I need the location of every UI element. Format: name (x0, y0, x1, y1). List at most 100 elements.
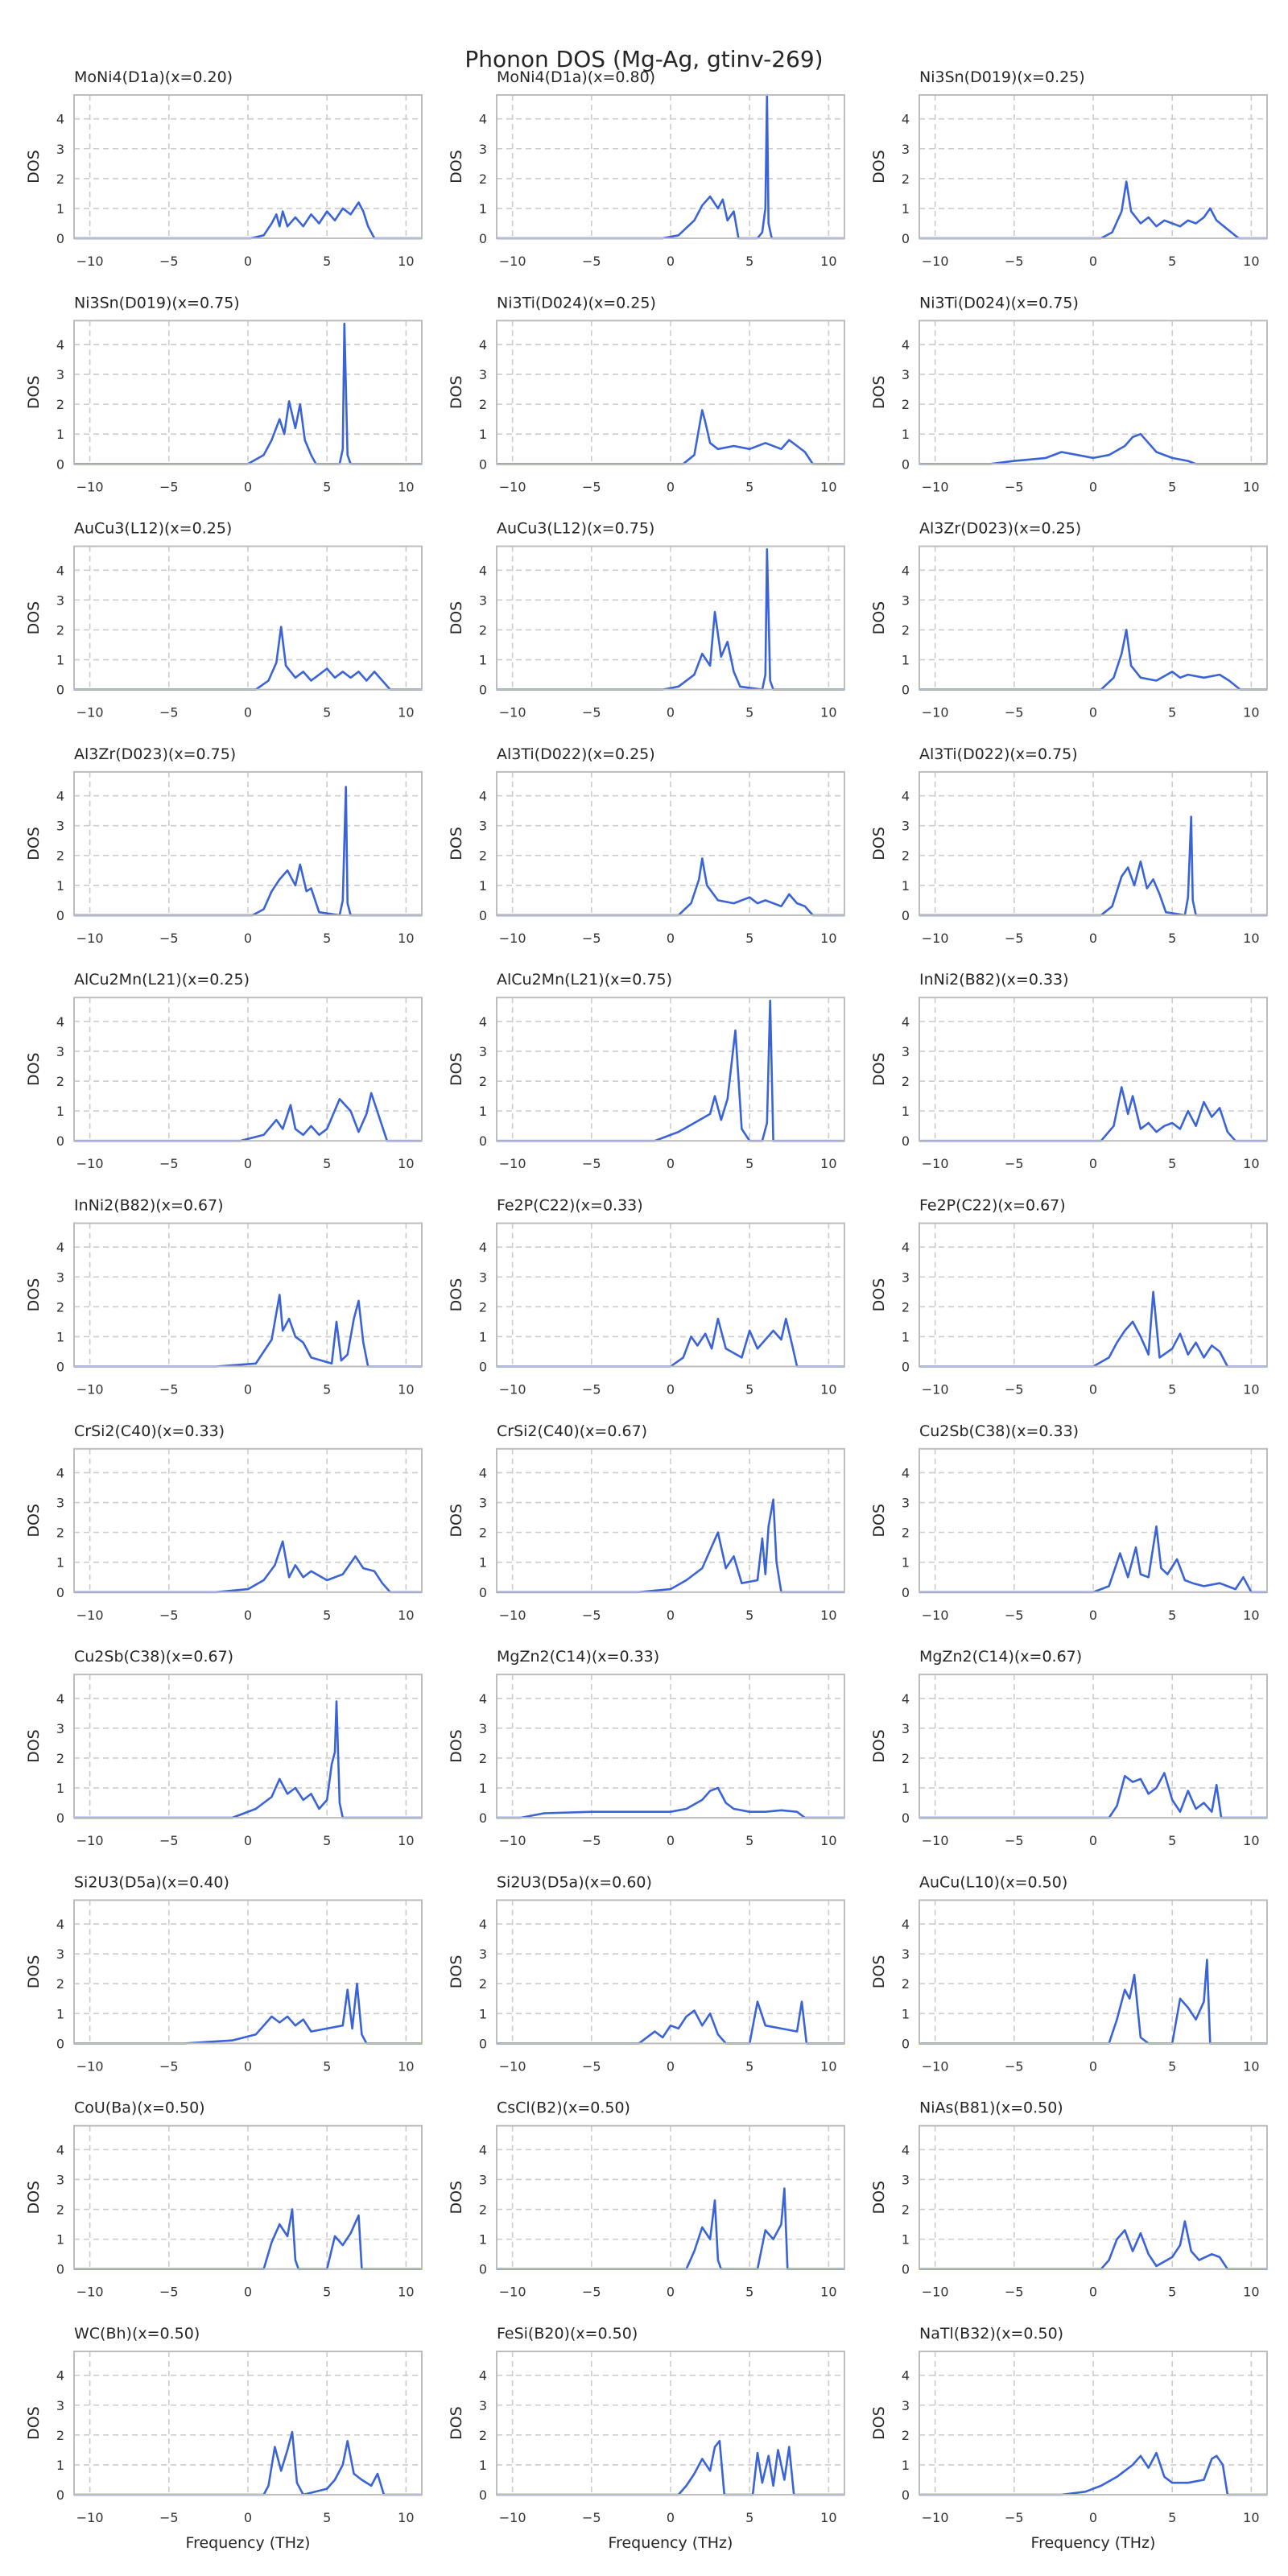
axes-frame (73, 94, 423, 239)
x-tick-label: −10 (499, 1833, 526, 1848)
subplot-title: AlCu2Mn(L21)(x=0.25) (74, 971, 250, 989)
y-tick-label: 1 (56, 427, 64, 442)
subplot-title: Al3Ti(D022)(x=0.25) (497, 745, 655, 763)
x-tick-label: 10 (398, 1833, 414, 1848)
y-tick-label: 0 (902, 1810, 910, 1826)
subplot: −10 −5 0 5 10 0 1 2 3 4 DOS AlCu2Mn(L21)(x=0.25) (25, 971, 423, 1171)
x-tick-label: 0 (244, 1382, 252, 1397)
dos-line (497, 1317, 844, 1368)
y-tick-label: 0 (479, 908, 487, 923)
y-tick-label: 4 (56, 1691, 64, 1707)
x-tick-label: 5 (323, 479, 331, 494)
dos-line (497, 1786, 844, 1819)
y-axis-label: DOS (448, 601, 465, 635)
y-tick-label: 3 (479, 2398, 487, 2413)
x-tick-label: 5 (745, 1156, 753, 1171)
x-tick-label: 5 (1168, 1382, 1176, 1397)
y-tick-label: 2 (56, 622, 64, 638)
y-tick-label: 0 (56, 2262, 64, 2277)
x-tick-label: 10 (820, 931, 836, 946)
subplot: −10 −5 0 5 10 0 1 2 3 4 DOS Ni3Ti(D024)(x=0.25) (448, 294, 845, 494)
y-tick-label: 3 (902, 1946, 910, 1962)
subplot-title: AuCu(L10)(x=0.50) (919, 1873, 1067, 1891)
dos-line (497, 857, 844, 917)
x-tick-label: 10 (398, 705, 414, 720)
y-axis-label: DOS (25, 1052, 43, 1086)
x-tick-label: −5 (1005, 1156, 1024, 1171)
axes-frame (919, 770, 1268, 916)
x-tick-label: 5 (1168, 2285, 1176, 2300)
y-tick-label: 1 (56, 878, 64, 894)
subplot: −10 −5 0 5 10 0 1 2 3 4 DOS Al3Ti(D022)(x=0.25) (448, 745, 845, 946)
x-tick-label: −10 (76, 2058, 104, 2074)
axes-frame (73, 770, 423, 916)
x-tick-label: 5 (323, 705, 331, 720)
x-tick-label: −5 (582, 2510, 601, 2525)
x-tick-label: 0 (667, 931, 675, 946)
x-tick-label: −5 (1005, 479, 1024, 494)
axes-frame (73, 1674, 423, 1819)
y-tick-label: 4 (56, 1465, 64, 1480)
y-tick-label: 4 (479, 337, 487, 353)
y-tick-label: 4 (479, 112, 487, 127)
y-axis-label: DOS (870, 1052, 888, 1086)
y-tick-label: 1 (479, 878, 487, 894)
y-axis-label: DOS (25, 1278, 43, 1312)
y-tick-label: 4 (56, 2368, 64, 2384)
x-tick-label: −5 (1005, 254, 1024, 269)
y-tick-label: 0 (902, 2262, 910, 2277)
y-tick-label: 2 (479, 1525, 487, 1541)
x-tick-label: 10 (820, 1833, 836, 1848)
y-tick-label: 0 (902, 1360, 910, 1375)
x-tick-label: 10 (1243, 2285, 1259, 2300)
y-tick-label: 1 (902, 1781, 910, 1796)
x-tick-label: 10 (398, 479, 414, 494)
y-tick-label: 4 (479, 2142, 487, 2157)
x-tick-label: 10 (398, 2058, 414, 2074)
y-tick-label: 3 (479, 367, 487, 382)
axes-frame (919, 1899, 1268, 2045)
x-tick-label: 0 (1089, 1156, 1097, 1171)
x-tick-label: −10 (76, 254, 104, 269)
x-tick-label: 10 (820, 479, 836, 494)
subplot: −10 −5 0 5 10 0 1 2 3 4 DOS MgZn2(C14)(x=0.33) (448, 1648, 845, 1848)
y-tick-label: 3 (56, 1269, 64, 1285)
x-tick-label: −5 (159, 2285, 179, 2300)
axes-frame (919, 545, 1268, 691)
dos-line (74, 1700, 422, 1819)
x-tick-label: 0 (1089, 2510, 1097, 2525)
subplot-title: FeSi(B20)(x=0.50) (497, 2325, 638, 2343)
y-tick-label: 1 (56, 2232, 64, 2248)
axes-frame (73, 2124, 423, 2270)
x-tick-label: −5 (159, 254, 179, 269)
subplot-title: AlCu2Mn(L21)(x=0.75) (497, 971, 672, 989)
x-tick-label: 5 (745, 1833, 753, 1848)
x-tick-label: 0 (667, 479, 675, 494)
x-tick-label: −10 (499, 2285, 526, 2300)
x-tick-label: −10 (922, 2058, 949, 2074)
subplot-title: MoNi4(D1a)(x=0.20) (74, 68, 233, 86)
x-tick-label: 0 (244, 1833, 252, 1848)
y-tick-label: 0 (56, 2036, 64, 2051)
y-tick-label: 4 (56, 2142, 64, 2157)
x-tick-label: 10 (398, 2285, 414, 2300)
y-tick-label: 3 (479, 592, 487, 608)
y-axis-label: DOS (448, 827, 465, 861)
subplot: −10 −5 0 5 10 0 1 2 3 4 DOS MoNi4(D1a)(x=0.80) (448, 68, 845, 269)
x-tick-label: −5 (582, 479, 601, 494)
y-tick-label: 4 (479, 1240, 487, 1255)
subplot: −10 −5 0 5 10 0 1 2 3 4 DOS Fe2P(C22)(x=0.33) (448, 1197, 845, 1397)
y-tick-label: 3 (902, 142, 910, 157)
dos-line (919, 1772, 1267, 1819)
x-tick-label: 0 (1089, 479, 1097, 494)
x-tick-label: 5 (1168, 705, 1176, 720)
x-tick-label: 10 (1243, 705, 1259, 720)
x-tick-label: −5 (1005, 1608, 1024, 1623)
x-tick-label: −5 (582, 2058, 601, 2074)
x-tick-label: 5 (1168, 2510, 1176, 2525)
y-tick-label: 0 (56, 1810, 64, 1826)
axes-frame (496, 2124, 845, 2270)
dos-line (74, 322, 422, 465)
y-tick-label: 3 (56, 2398, 64, 2413)
x-tick-label: 0 (244, 1608, 252, 1623)
